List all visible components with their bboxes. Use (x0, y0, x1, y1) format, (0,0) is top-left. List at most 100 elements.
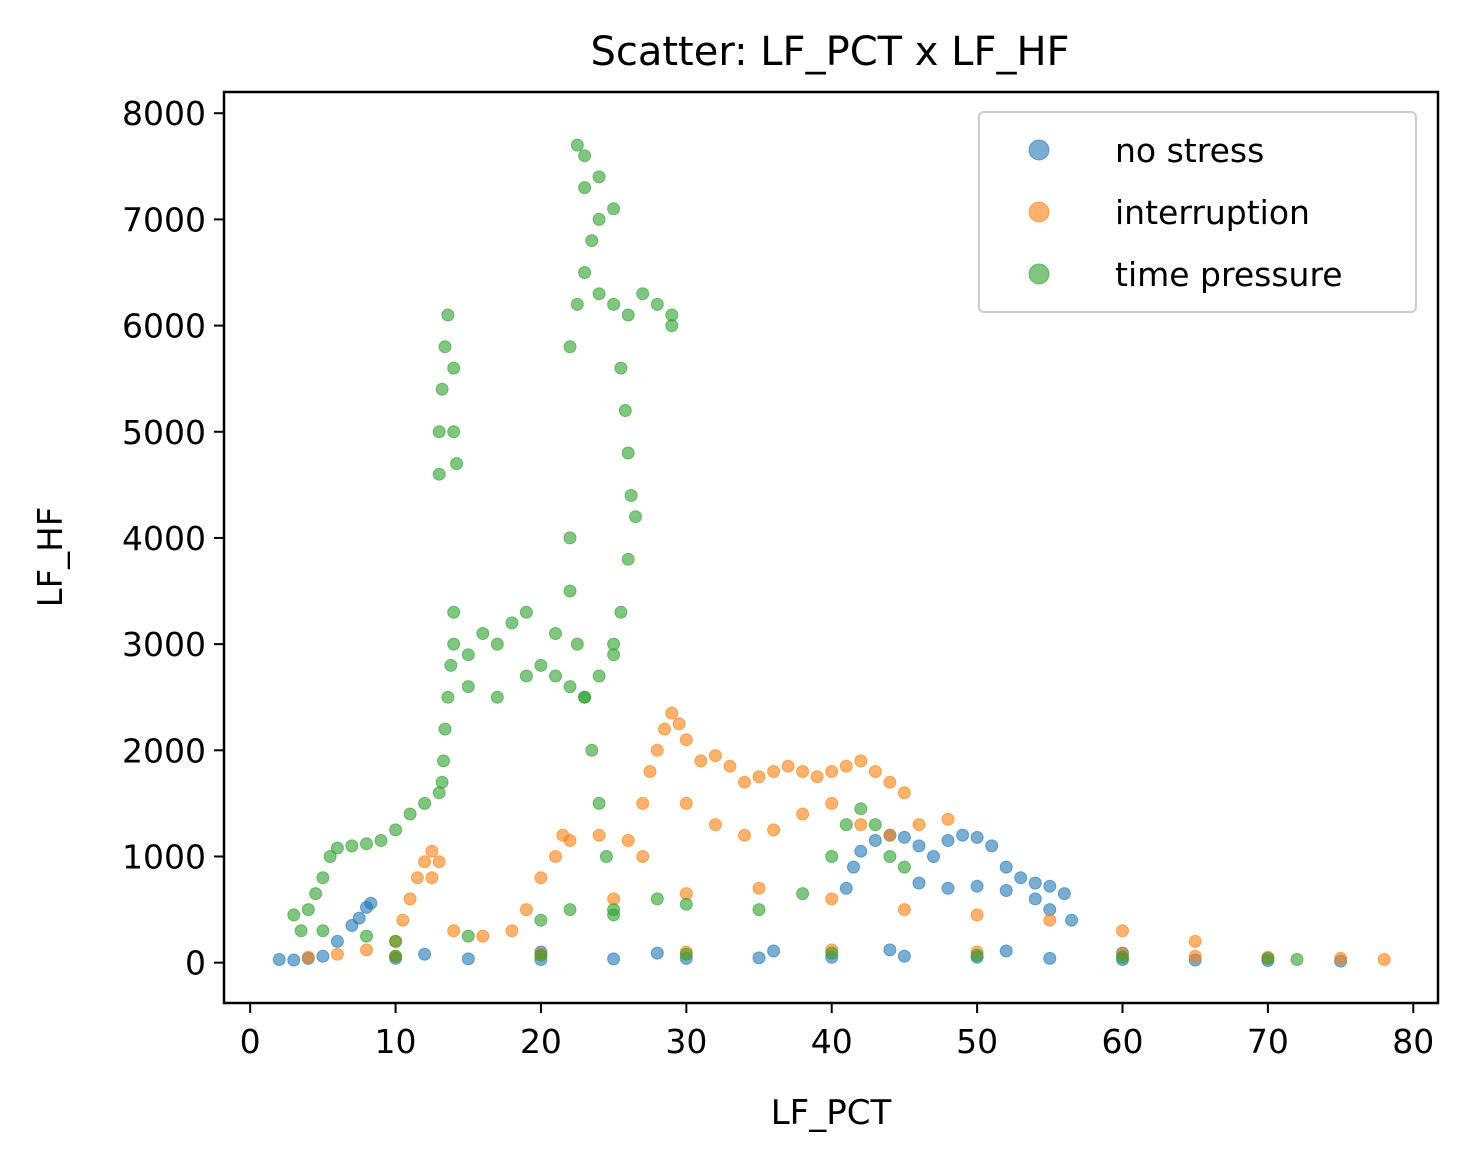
point-series-1 (883, 775, 897, 789)
point-series-2 (447, 605, 461, 619)
point-series-2 (316, 924, 330, 938)
point-series-2 (519, 669, 533, 683)
point-series-1 (476, 929, 490, 943)
point-series-1 (796, 765, 810, 778)
point-series-2 (679, 947, 693, 961)
point-series-0 (1014, 871, 1028, 885)
point-series-1 (752, 770, 766, 784)
point-series-2 (534, 948, 548, 962)
point-series-0 (1065, 913, 1079, 927)
point-series-2 (607, 202, 621, 216)
point-series-1 (839, 759, 853, 773)
point-series-0 (272, 953, 286, 966)
point-series-0 (970, 830, 984, 844)
point-series-2 (447, 361, 461, 375)
point-series-2 (679, 897, 693, 911)
point-series-2 (490, 637, 504, 651)
point-series-2 (618, 404, 632, 417)
point-series-2 (1116, 950, 1129, 964)
point-series-0 (418, 947, 432, 961)
point-series-1 (854, 818, 868, 832)
point-series-2 (578, 690, 592, 704)
point-series-0 (883, 943, 897, 957)
x-tick-label: 10 (375, 1022, 417, 1061)
point-series-2 (563, 531, 577, 545)
point-series-2 (534, 658, 548, 672)
point-series-2 (360, 929, 373, 943)
point-series-2 (438, 722, 452, 736)
point-series-1 (810, 770, 824, 784)
x-tick-label: 50 (956, 1022, 998, 1061)
point-series-1 (825, 796, 839, 810)
point-series-0 (897, 830, 911, 844)
point-series-2 (563, 680, 577, 694)
point-series-2 (432, 467, 446, 481)
point-series-2 (461, 680, 475, 694)
point-series-0 (956, 828, 970, 842)
point-series-1 (738, 775, 751, 789)
point-series-2 (505, 616, 519, 630)
point-series-1 (658, 722, 671, 736)
point-series-2 (854, 802, 868, 816)
point-series-1 (1043, 913, 1057, 927)
point-series-1 (425, 871, 439, 885)
point-series-2 (592, 796, 606, 810)
y-axis-ticks: 0 1000 2000 3000 4000 5000 6000 7000 8000 (122, 94, 224, 983)
point-series-2 (441, 308, 455, 322)
x-axis-ticks: 0 10 20 30 40 50 60 70 80 (240, 1003, 1434, 1061)
y-tick-label: 2000 (122, 731, 206, 770)
point-series-1 (665, 706, 679, 720)
point-series-1 (396, 913, 410, 927)
point-series-1 (679, 796, 693, 810)
point-series-1 (563, 834, 577, 847)
point-series-2 (1261, 951, 1275, 965)
point-series-2 (592, 170, 606, 184)
plot-points (272, 138, 1391, 968)
legend-marker (1028, 139, 1050, 161)
x-tick-label: 0 (240, 1022, 261, 1061)
point-series-2 (432, 425, 446, 439)
point-series-1 (694, 754, 708, 768)
point-series-2 (549, 669, 562, 683)
point-series-2 (650, 297, 664, 311)
point-series-2 (585, 743, 599, 757)
point-series-2 (868, 818, 882, 832)
point-series-2 (534, 913, 548, 927)
point-series-0 (364, 896, 378, 910)
legend-label: time pressure (1115, 255, 1343, 294)
point-series-2 (435, 382, 449, 396)
point-series-2 (389, 934, 403, 948)
point-series-1 (1334, 951, 1348, 965)
point-series-0 (330, 934, 344, 948)
point-series-2 (570, 637, 584, 651)
point-series-2 (585, 234, 599, 248)
point-series-2 (592, 212, 606, 226)
point-series-1 (883, 828, 897, 842)
point-series-1 (636, 796, 650, 810)
point-series-1 (418, 855, 432, 869)
point-series-2 (563, 903, 577, 917)
point-series-2 (629, 510, 642, 524)
point-series-2 (316, 871, 330, 885)
point-series-2 (607, 297, 621, 311)
point-series-0 (927, 850, 940, 863)
point-series-2 (614, 605, 628, 619)
point-series-1 (505, 924, 519, 938)
point-series-1 (781, 759, 795, 773)
point-series-2 (447, 425, 461, 439)
y-axis-label: LF_HF (31, 507, 71, 608)
point-series-2 (636, 287, 650, 301)
point-series-1 (708, 749, 722, 763)
point-series-1 (592, 828, 606, 842)
y-tick-label: 3000 (122, 625, 206, 664)
point-series-1 (738, 828, 751, 842)
point-series-2 (438, 340, 452, 354)
point-series-2 (490, 690, 504, 704)
point-series-1 (301, 950, 315, 964)
point-series-2 (461, 648, 475, 662)
point-series-1 (970, 908, 984, 922)
y-tick-label: 0 (185, 944, 206, 983)
point-series-2 (578, 181, 592, 195)
point-series-2 (450, 457, 464, 471)
point-series-1 (410, 871, 424, 885)
